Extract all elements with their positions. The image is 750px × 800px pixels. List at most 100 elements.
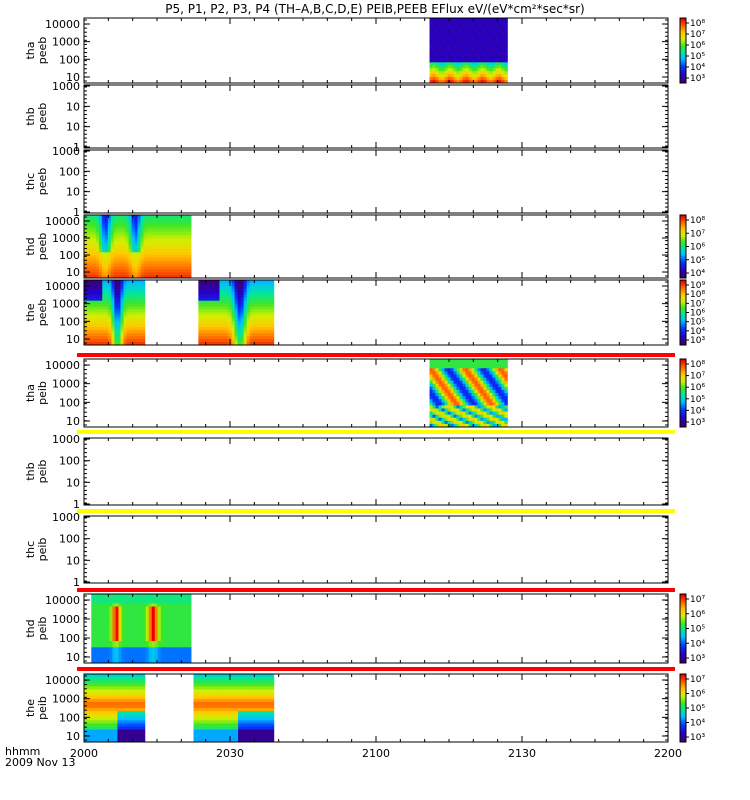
colorbar-tick-label: 10⁸ [690,290,705,300]
spectrogram-cell [237,309,242,313]
spectrogram-cell [456,368,460,372]
spectrogram-cell [87,689,91,693]
spectrogram-cell [95,266,100,270]
spectrogram-cell [471,20,475,25]
colorbar-swatch [680,286,686,289]
spectrogram-cell [204,336,208,340]
spectrogram-cell [453,420,457,425]
spectrogram-cell [471,368,475,372]
spectrogram-cell [252,327,257,331]
spectrogram-cell [134,269,138,273]
spectrogram-cell [130,609,135,614]
spectrogram-cell [222,309,226,313]
spectrogram-cell [133,637,138,642]
spectrogram-cell [222,294,226,299]
spectrogram-cell [444,41,448,45]
spectrogram-cell [87,695,91,700]
spectrogram-cell [134,220,138,224]
spectrogram-cell [118,609,122,614]
colorbar-swatch [680,325,686,328]
spectrogram-cell [123,309,127,313]
spectrogram-cell [96,674,100,678]
spectrogram-cell [160,625,165,629]
spectrogram-cell [480,68,484,72]
spectrogram-cell [447,414,451,419]
spectrogram-cell [113,217,118,222]
spectrogram-cell [234,303,238,307]
spectrogram-cell [456,53,460,57]
spectrogram-cell [216,285,220,290]
spectrogram-cell [438,396,442,400]
spectrogram-cell [216,327,220,331]
spectrogram-cell [438,59,442,63]
spectrogram-cell [429,29,433,34]
spectrogram-cell [477,423,481,428]
spectrogram-cell [432,368,436,372]
spectrogram-cell [119,223,124,227]
spectrogram-cell [477,41,481,45]
spectrogram-cell [118,656,122,661]
spectrogram-cell [161,252,165,256]
spectrogram-cell [167,226,171,230]
spectrogram-cell [483,417,487,422]
spectrogram-cell [142,615,147,620]
spectrogram-cell [120,280,124,284]
spectrogram-cell [264,318,269,322]
spectrogram-cell [87,714,91,718]
spectrogram-cell [471,420,475,425]
spectrogram-cell [112,628,116,633]
spectrogram-cell [161,246,165,250]
spectrogram-cell [123,285,127,290]
spectrogram-cell [112,606,116,611]
spectrogram-cell [87,282,91,287]
spectrogram-cell [489,417,493,422]
spectrogram-cell [121,641,125,645]
spectrogram-cell [127,659,131,664]
spectrogram-cell [498,59,502,63]
spectrogram-cell [166,625,171,629]
spectrogram-cell [176,272,180,276]
spectrogram-cell [474,420,478,425]
spectrogram-cell [178,625,183,629]
spectrogram-cell [459,26,463,31]
spectrogram-cell [100,606,104,611]
colorbar-swatch [680,266,686,270]
spectrogram-cell [143,275,147,279]
spectrogram-cell [87,280,91,284]
spectrogram-cell [146,260,150,265]
spectrogram-cell [157,637,162,642]
spectrogram-cell [483,377,487,382]
spectrogram-cell [154,650,159,654]
spectrogram-cell [167,217,171,222]
spectrogram-cell [84,315,88,319]
spectrogram-cell [474,377,478,382]
colorbar-swatch [680,376,686,379]
spectrogram-cell [462,411,466,416]
spectrogram-cell [489,377,493,382]
spectrogram-cell [483,386,487,391]
spectrogram-cell [87,726,91,731]
spectrogram-cell [172,647,177,651]
spectrogram-cell [160,641,165,645]
spectrogram-cell [146,232,150,236]
spectrogram-cell [501,380,505,385]
spectrogram-cell [237,303,242,307]
spectrogram-cell [474,402,478,406]
spectrogram-cell [441,362,445,366]
spectrogram-cell [228,336,232,340]
spectrogram-cell [483,62,487,66]
spectrogram-cell [432,74,436,78]
spectrogram-cell [483,41,487,45]
spectrogram-cell [120,291,124,296]
colorbar-swatch [680,650,686,654]
spectrogram-cell [166,647,171,651]
spectrogram-cell [135,282,140,287]
colorbar-tick-label: 10⁶ [690,309,705,319]
spectrogram-cell [429,362,433,366]
y-tick-label: 1 [73,206,80,219]
spectrogram-cell [471,393,475,397]
spectrogram-cell [489,374,493,378]
spectrogram-cell [157,594,162,598]
spectrogram-cell [105,324,109,328]
colorbar-swatch [680,306,686,309]
